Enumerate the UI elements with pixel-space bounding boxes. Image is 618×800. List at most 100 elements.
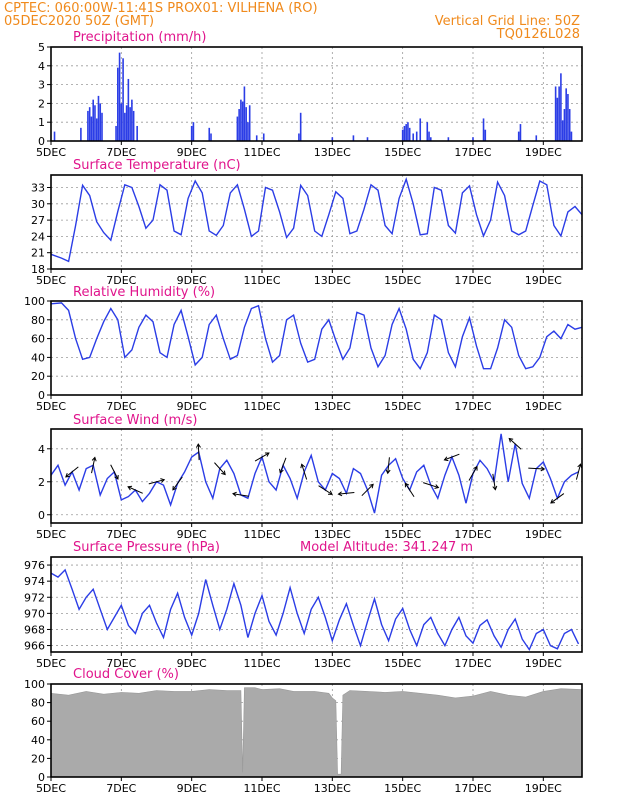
y-tick-label: 968 bbox=[24, 623, 45, 636]
precip-bar bbox=[561, 120, 564, 141]
precip-bar bbox=[208, 127, 211, 141]
x-tick-label: 19DEC bbox=[525, 528, 562, 541]
precip-bar bbox=[117, 67, 119, 141]
header-grid-line: Vertical Grid Line: 50Z bbox=[435, 14, 580, 29]
precip-bar bbox=[132, 110, 135, 141]
precip-bar bbox=[247, 122, 249, 141]
precip-bar bbox=[192, 122, 195, 141]
x-tick-label: 17DEC bbox=[454, 274, 491, 287]
plot-frame bbox=[50, 683, 583, 778]
y-tick-label: 2 bbox=[38, 97, 45, 110]
precip-bar bbox=[352, 135, 355, 141]
wind-arrow bbox=[468, 466, 478, 481]
wind-arrow-head bbox=[404, 482, 410, 488]
y-tick-label: 974 bbox=[24, 575, 45, 588]
x-tick-label: 15DEC bbox=[384, 782, 421, 795]
x-tick-label: 17DEC bbox=[454, 528, 491, 541]
precip-bar bbox=[94, 105, 96, 141]
wind-arrow-head bbox=[369, 483, 374, 489]
x-tick-label: 7DEC bbox=[106, 274, 136, 287]
y-tick-label: 100 bbox=[24, 295, 45, 308]
y-tick-label: 30 bbox=[31, 198, 45, 211]
wind-arrow-head bbox=[127, 485, 133, 491]
x-tick-label: 9DEC bbox=[177, 528, 207, 541]
precip-bar bbox=[298, 133, 300, 141]
wind-arrow bbox=[214, 462, 226, 475]
precip-bar bbox=[131, 99, 133, 141]
wind-arrow bbox=[575, 464, 582, 480]
wind-arrow-head bbox=[540, 466, 546, 472]
y-tick-label: 4 bbox=[38, 443, 45, 456]
wind-arrow bbox=[387, 457, 390, 474]
x-tick-label: 13DEC bbox=[314, 528, 351, 541]
wind-arrow-head bbox=[508, 437, 514, 443]
precip-bar bbox=[517, 131, 520, 141]
precip-bar bbox=[482, 118, 485, 141]
x-tick-label: 5DEC bbox=[36, 528, 66, 541]
x-tick-label: 9DEC bbox=[177, 146, 207, 159]
precip-bar bbox=[190, 125, 193, 141]
y-tick-label: 100 bbox=[24, 678, 45, 691]
wind-arrow bbox=[254, 452, 270, 462]
wind-arrow bbox=[508, 438, 522, 450]
x-tick-label: 19DEC bbox=[525, 274, 562, 287]
x-tick-label: 17DEC bbox=[454, 657, 491, 670]
plot-frame bbox=[50, 174, 583, 270]
wind-arrow-head bbox=[172, 485, 177, 491]
x-tick-label: 9DEC bbox=[177, 657, 207, 670]
precip-bar bbox=[262, 133, 265, 141]
x-tick-label: 19DEC bbox=[525, 400, 562, 413]
precip-bar bbox=[210, 133, 212, 141]
wind-arrow bbox=[423, 482, 439, 489]
precip-bar bbox=[565, 88, 567, 141]
wind-arrow bbox=[301, 464, 308, 480]
x-tick-label: 15DEC bbox=[384, 274, 421, 287]
x-tick-label: 17DEC bbox=[454, 400, 491, 413]
precip-bar bbox=[99, 103, 102, 141]
y-tick-label: 40 bbox=[31, 734, 45, 747]
panel-title: Cloud Cover (%) bbox=[73, 667, 179, 682]
precip-bar bbox=[484, 129, 487, 141]
x-tick-label: 13DEC bbox=[314, 274, 351, 287]
x-tick-label: 17DEC bbox=[454, 146, 491, 159]
wind-arrow-head bbox=[550, 499, 555, 504]
panel-title: Relative Humidity (%) bbox=[73, 285, 215, 300]
precip-bar bbox=[401, 129, 404, 141]
precip-bar bbox=[241, 101, 244, 141]
precip-bar bbox=[90, 116, 93, 141]
y-tick-label: 24 bbox=[31, 230, 45, 243]
wind-arrow bbox=[197, 444, 200, 461]
y-tick-label: 80 bbox=[31, 697, 45, 710]
wind-arrow-head bbox=[337, 491, 343, 497]
wind-arrow-head bbox=[65, 472, 70, 478]
y-tick-label: 40 bbox=[31, 351, 45, 364]
wind-arrow bbox=[361, 484, 374, 497]
wind-arrow-head bbox=[232, 491, 237, 497]
precip-bar bbox=[53, 131, 56, 141]
panel-extra-text: Model Altitude: 341.247 m bbox=[300, 540, 473, 555]
y-tick-label: 0 bbox=[38, 135, 45, 148]
x-tick-label: 11DEC bbox=[243, 657, 280, 670]
wind-arrow-head bbox=[91, 456, 97, 462]
y-tick-label: 1 bbox=[38, 116, 45, 129]
wind-arrow-head bbox=[160, 478, 166, 483]
precip-bar bbox=[101, 112, 103, 141]
precip-bar bbox=[563, 109, 566, 141]
x-tick-label: 11DEC bbox=[243, 400, 280, 413]
precip-bar bbox=[472, 137, 474, 141]
x-tick-label: 5DEC bbox=[36, 146, 66, 159]
y-tick-label: 20 bbox=[31, 370, 45, 383]
header-station: CPTEC: 060:00W-11:41S PROX01: VILHENA (R… bbox=[4, 1, 318, 16]
precip-bar bbox=[568, 109, 571, 141]
precip-bar bbox=[136, 125, 138, 141]
y-tick-label: 0 bbox=[38, 389, 45, 402]
x-tick-label: 15DEC bbox=[384, 528, 421, 541]
y-tick-label: 3 bbox=[38, 79, 45, 92]
plot-frame bbox=[50, 556, 583, 653]
x-tick-label: 13DEC bbox=[314, 400, 351, 413]
y-tick-label: 5 bbox=[38, 41, 45, 54]
panel-3: 0 2 4 5DEC 7DEC 9DEC 11DEC 13DEC 15DEC 17DEC 19DEC… bbox=[36, 413, 583, 541]
header-model: TQ0126L028 bbox=[496, 27, 580, 42]
precip-bar bbox=[407, 122, 409, 141]
